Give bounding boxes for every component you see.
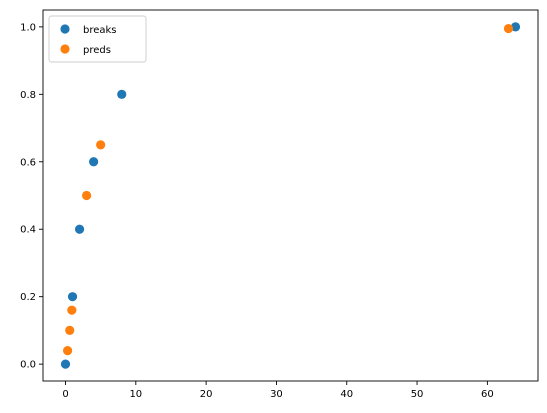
y-tick-label-1: 0.2	[20, 292, 36, 303]
legend-marker-preds	[60, 44, 70, 54]
legend-label-breaks: breaks	[83, 25, 117, 36]
x-tick-label-2: 20	[200, 389, 213, 400]
x-tick-label-0: 0	[62, 389, 68, 400]
plot-area	[60, 22, 521, 369]
legend: breaks preds	[48, 15, 147, 63]
x-tick-label-1: 10	[129, 389, 142, 400]
data-point-breaks-2	[74, 224, 85, 234]
data-point-preds-2	[67, 305, 77, 315]
y-tick-label-4: 0.8	[20, 90, 36, 101]
y-tick-label-0: 0.0	[20, 360, 36, 371]
data-point-breaks-1	[67, 292, 78, 302]
data-point-breaks-0	[60, 359, 71, 369]
data-point-breaks-5	[510, 22, 521, 32]
axes-frame	[42, 9, 539, 382]
data-point-breaks-3	[89, 157, 99, 167]
x-tick-label-3: 30	[270, 389, 283, 400]
y-tick-label-5: 1.0	[20, 22, 36, 33]
y-tick-label-2: 0.4	[20, 225, 36, 236]
axes: 0 10 20 30 40 50 60 0.0 0.2 0.4 0.6 0.8 1.0	[20, 9, 539, 400]
legend-label-preds: preds	[83, 45, 111, 56]
x-tick-label-5: 50	[411, 389, 424, 400]
data-point-preds-5	[503, 23, 514, 34]
data-point-preds-0	[63, 346, 73, 356]
data-point-preds-3	[81, 190, 92, 201]
data-point-preds-1	[65, 325, 75, 336]
x-tick-label-4: 40	[340, 389, 353, 400]
data-point-preds-4	[96, 140, 106, 150]
x-tick-label-6: 60	[481, 389, 494, 400]
legend-marker-breaks	[60, 24, 70, 34]
legend-box	[48, 15, 147, 63]
y-tick-label-3: 0.6	[20, 157, 36, 168]
data-point-breaks-4	[117, 89, 127, 99]
